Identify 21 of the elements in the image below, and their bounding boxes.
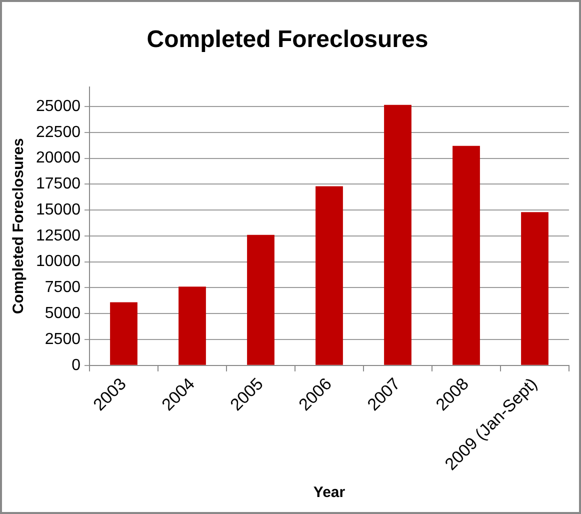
y-tick-label: 10000: [36, 253, 81, 270]
y-tick-label: 7500: [44, 279, 81, 296]
bar: [178, 286, 206, 365]
y-tick-label: 22500: [36, 124, 81, 141]
y-tick-label: 0: [72, 356, 81, 374]
bar: [316, 186, 343, 365]
bar: [384, 104, 412, 365]
y-axis-title: Completed Foreclosures: [10, 138, 28, 314]
chart-title: Completed Foreclosures: [146, 26, 428, 54]
y-tick-label: 15000: [36, 201, 81, 218]
bar: [452, 146, 480, 365]
bar: [521, 212, 548, 365]
bar: [247, 234, 274, 365]
y-tick-label: 12500: [36, 227, 81, 244]
y-tick-label: 17500: [36, 176, 81, 193]
y-tick-label: 25000: [36, 98, 81, 115]
y-tick-label: 5000: [44, 305, 81, 322]
y-tick-label: 2500: [44, 330, 81, 348]
y-tick-label: 20000: [36, 150, 81, 167]
x-axis-title: Year: [313, 484, 346, 502]
bar: [110, 302, 138, 365]
